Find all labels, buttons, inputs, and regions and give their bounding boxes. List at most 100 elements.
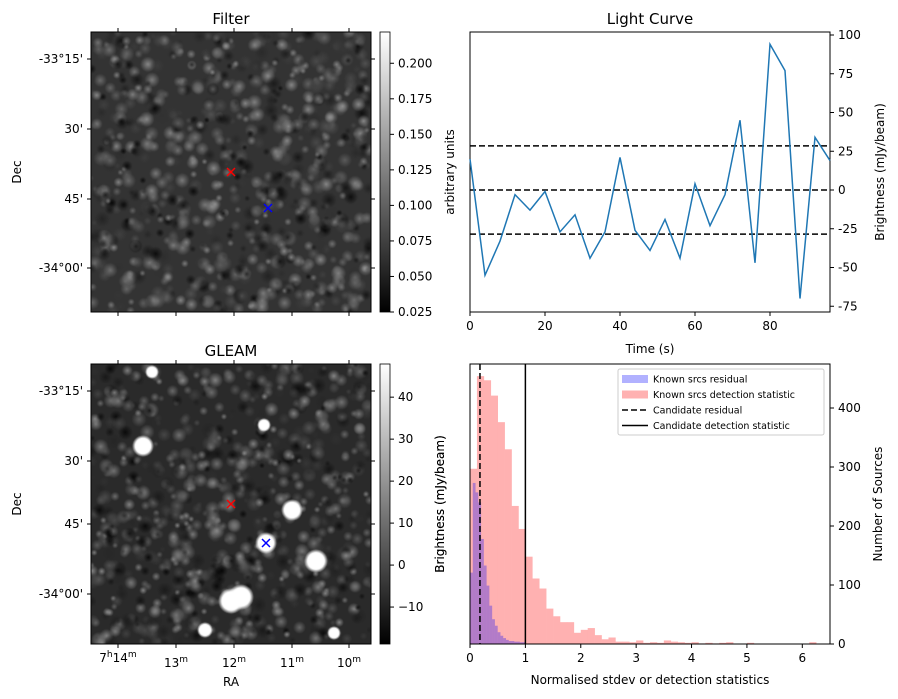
legend-swatch [622,390,648,399]
residual-bar [494,625,498,644]
colorbar-tick-label: 10 [398,516,413,530]
colorbar-tick-label: 0.025 [398,305,432,319]
residual-bar [519,642,523,644]
residual-bar [500,635,504,644]
detection-stat-bar [566,622,575,644]
filter-ylabel: Dec [10,160,24,183]
residual-bar [503,638,506,644]
residual-bar [470,572,473,644]
residual-bar [489,605,493,644]
detection-stat-bar [615,641,623,644]
lightcurve-ylabel: Brightness (mJy/beam) [873,103,887,241]
legend-label: Candidate detection statistic [653,421,790,432]
x-tick-label: 2 [577,651,585,665]
ra-tick-label: 11m [280,655,304,670]
residual-bar [517,641,520,644]
dec-tick-label: 30' [64,122,83,136]
residual-bar [508,641,512,644]
histogram-frame [469,363,831,645]
image-frame [90,363,372,645]
gleam-ylabel: Dec [10,492,24,515]
y-tick-label: 25 [838,144,853,158]
residual-bar [481,538,484,644]
detection-stat-bar [504,449,512,644]
lightcurve-frame [469,31,831,313]
detection-stat-bar [532,578,540,644]
colorbar-tick-label: 0.050 [398,269,432,283]
y-tick-label: 200 [838,519,861,533]
x-tick-label: 3 [632,651,640,665]
detection-stat-bar [726,642,734,644]
dec-tick-label: -33°15' [39,384,83,398]
y-tick-label: 50 [838,106,853,120]
detection-stat-bar [470,468,478,644]
dec-tick-label: -34°00' [39,261,83,275]
gleam-title: GLEAM [205,342,258,360]
colorbar-tick-label: 20 [398,474,413,488]
x-tick-label: 40 [612,319,627,333]
detection-stat-bar [601,639,609,644]
y-tick-label: 300 [838,460,861,474]
detection-stat-bar [629,642,637,644]
colorbar-tick-label: 40 [398,390,413,404]
y-tick-label: -75 [838,299,858,313]
detection-stat-bar [719,642,727,644]
dec-tick-label: 30' [64,454,83,468]
detection-stat-bar [483,380,492,644]
y-tick-label: -50 [838,261,858,275]
y-tick-label: 100 [838,28,861,42]
detection-stat-bar [560,622,568,644]
y-tick-label: 100 [838,578,861,592]
detection-stat-bar [643,642,651,644]
hist-ylabel-right: Number of Sources [871,447,885,562]
hist-xlabel: Normalised stdev or detection statistics [531,673,770,687]
x-tick-label: 4 [688,651,696,665]
detection-stat-bar [636,640,644,644]
x-tick-label: 5 [743,651,751,665]
x-tick-label: 0 [466,651,474,665]
legend-label: Candidate residual [653,406,742,417]
candidate-marker [226,167,236,177]
x-tick-label: 60 [687,319,702,333]
ra-tick-label: 12m [222,655,246,670]
colorbar-tick-label: 0.200 [398,56,432,70]
detection-stat-bar [663,640,672,644]
legend-swatch [622,375,648,383]
residual-bar [514,641,518,644]
colorbar-tick-label: 0.175 [398,92,432,106]
detection-stat-bar [746,642,755,644]
detection-stat-bar [511,505,519,644]
candidate-marker [226,499,236,509]
detection-stat-bar [497,422,505,644]
x-tick-label: 20 [537,319,552,333]
residual-bar [492,619,495,644]
colorbar-tick-label: −10 [398,600,423,614]
residual-bar [475,492,479,644]
colorbar-tick-label: 0.100 [398,198,432,212]
detection-stat-bar [580,629,588,644]
detection-stat-bar [670,641,678,644]
detection-stat-bar [490,395,498,644]
x-tick-label: 0 [466,319,474,333]
colorbar [379,31,391,313]
x-tick-label: 1 [522,651,530,665]
residual-bar [486,585,490,644]
dec-tick-label: -33°15' [39,52,83,66]
legend-label: Known srcs detection statistic [653,390,795,401]
detection-stat-bar [608,637,616,644]
detection-stat-bar [546,608,554,644]
detection-stat-bar [809,642,817,644]
y-tick-label: 0 [838,637,846,651]
detection-stat-bar [525,556,533,644]
gleam-xlabel: RA [223,675,240,689]
filter-title: Filter [212,10,250,28]
ra-tick-label: 10m [337,655,361,670]
residual-bar [506,639,509,644]
ra-tick-label: 7h14m [99,650,136,665]
dec-tick-label: 45' [64,517,83,531]
detection-stat-bar [553,616,561,644]
image-frame [90,31,372,313]
detection-stat-bar [656,642,665,644]
detection-stat-bar [677,642,685,644]
